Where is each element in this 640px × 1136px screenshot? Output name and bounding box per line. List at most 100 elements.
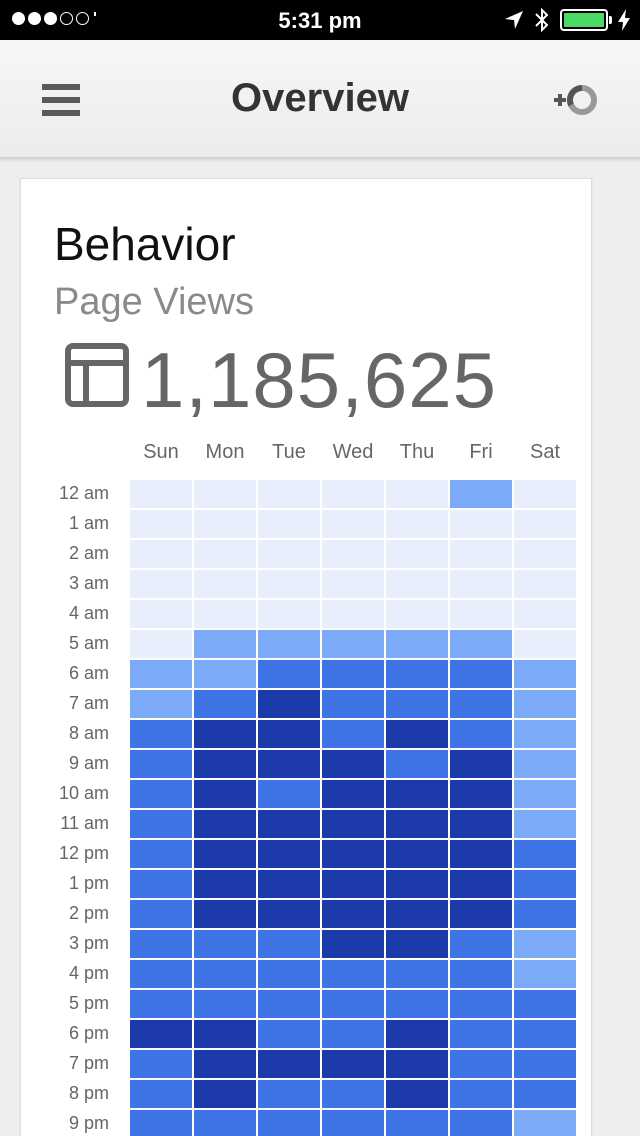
heatmap-cell-tue-10[interactable] — [258, 780, 320, 808]
hamburger-menu-icon[interactable] — [42, 84, 80, 116]
heatmap-cell-thu-6[interactable] — [386, 660, 448, 688]
heatmap-cell-thu-5[interactable] — [386, 630, 448, 658]
heatmap-cell-sat-8[interactable] — [514, 720, 576, 748]
heatmap-cell-sun-21[interactable] — [130, 1110, 192, 1136]
heatmap-cell-fri-4[interactable] — [450, 600, 512, 628]
heatmap-cell-sat-21[interactable] — [514, 1110, 576, 1136]
heatmap-cell-tue-19[interactable] — [258, 1050, 320, 1078]
heatmap-cell-tue-13[interactable] — [258, 870, 320, 898]
heatmap-cell-sat-12[interactable] — [514, 840, 576, 868]
heatmap-cell-fri-7[interactable] — [450, 690, 512, 718]
heatmap-cell-wed-8[interactable] — [322, 720, 384, 748]
heatmap-cell-thu-16[interactable] — [386, 960, 448, 988]
heatmap-cell-sat-3[interactable] — [514, 570, 576, 598]
heatmap-cell-sat-19[interactable] — [514, 1050, 576, 1078]
heatmap-cell-wed-16[interactable] — [322, 960, 384, 988]
heatmap-cell-sun-13[interactable] — [130, 870, 192, 898]
heatmap-cell-mon-1[interactable] — [194, 510, 256, 538]
heatmap-cell-wed-0[interactable] — [322, 480, 384, 508]
heatmap-cell-thu-17[interactable] — [386, 990, 448, 1018]
heatmap-cell-sat-5[interactable] — [514, 630, 576, 658]
heatmap-cell-sun-14[interactable] — [130, 900, 192, 928]
heatmap-cell-mon-0[interactable] — [194, 480, 256, 508]
heatmap-cell-wed-20[interactable] — [322, 1080, 384, 1108]
heatmap-cell-sat-13[interactable] — [514, 870, 576, 898]
heatmap-cell-wed-5[interactable] — [322, 630, 384, 658]
heatmap-cell-tue-20[interactable] — [258, 1080, 320, 1108]
heatmap-cell-sat-7[interactable] — [514, 690, 576, 718]
heatmap-cell-wed-7[interactable] — [322, 690, 384, 718]
heatmap-cell-mon-21[interactable] — [194, 1110, 256, 1136]
heatmap-cell-thu-4[interactable] — [386, 600, 448, 628]
heatmap-cell-sun-17[interactable] — [130, 990, 192, 1018]
heatmap-cell-sat-15[interactable] — [514, 930, 576, 958]
heatmap-cell-thu-21[interactable] — [386, 1110, 448, 1136]
heatmap-cell-tue-4[interactable] — [258, 600, 320, 628]
heatmap-cell-wed-17[interactable] — [322, 990, 384, 1018]
heatmap-cell-fri-16[interactable] — [450, 960, 512, 988]
heatmap-cell-sun-12[interactable] — [130, 840, 192, 868]
heatmap-cell-thu-1[interactable] — [386, 510, 448, 538]
heatmap-cell-fri-19[interactable] — [450, 1050, 512, 1078]
heatmap-cell-wed-2[interactable] — [322, 540, 384, 568]
heatmap-cell-sat-9[interactable] — [514, 750, 576, 778]
heatmap-cell-fri-20[interactable] — [450, 1080, 512, 1108]
heatmap-cell-mon-12[interactable] — [194, 840, 256, 868]
heatmap-cell-sun-4[interactable] — [130, 600, 192, 628]
heatmap-cell-sun-1[interactable] — [130, 510, 192, 538]
heatmap-cell-wed-1[interactable] — [322, 510, 384, 538]
heatmap-cell-thu-14[interactable] — [386, 900, 448, 928]
heatmap-cell-thu-10[interactable] — [386, 780, 448, 808]
heatmap-cell-fri-6[interactable] — [450, 660, 512, 688]
heatmap-cell-sat-0[interactable] — [514, 480, 576, 508]
heatmap-cell-mon-9[interactable] — [194, 750, 256, 778]
heatmap-cell-sat-16[interactable] — [514, 960, 576, 988]
heatmap-cell-fri-14[interactable] — [450, 900, 512, 928]
heatmap-cell-sat-17[interactable] — [514, 990, 576, 1018]
heatmap-cell-tue-16[interactable] — [258, 960, 320, 988]
heatmap-cell-sun-3[interactable] — [130, 570, 192, 598]
heatmap-cell-wed-21[interactable] — [322, 1110, 384, 1136]
heatmap-cell-tue-21[interactable] — [258, 1110, 320, 1136]
heatmap-cell-tue-7[interactable] — [258, 690, 320, 718]
heatmap-cell-sun-15[interactable] — [130, 930, 192, 958]
heatmap-cell-fri-21[interactable] — [450, 1110, 512, 1136]
heatmap-cell-tue-5[interactable] — [258, 630, 320, 658]
heatmap-cell-mon-19[interactable] — [194, 1050, 256, 1078]
heatmap-cell-wed-3[interactable] — [322, 570, 384, 598]
heatmap-cell-sat-10[interactable] — [514, 780, 576, 808]
heatmap-cell-wed-14[interactable] — [322, 900, 384, 928]
heatmap-cell-fri-1[interactable] — [450, 510, 512, 538]
heatmap-cell-mon-15[interactable] — [194, 930, 256, 958]
heatmap-cell-thu-9[interactable] — [386, 750, 448, 778]
heatmap-cell-tue-11[interactable] — [258, 810, 320, 838]
heatmap-cell-sat-11[interactable] — [514, 810, 576, 838]
heatmap-cell-wed-19[interactable] — [322, 1050, 384, 1078]
heatmap-cell-mon-16[interactable] — [194, 960, 256, 988]
heatmap-cell-mon-10[interactable] — [194, 780, 256, 808]
heatmap-cell-mon-4[interactable] — [194, 600, 256, 628]
heatmap-cell-thu-3[interactable] — [386, 570, 448, 598]
heatmap-cell-fri-11[interactable] — [450, 810, 512, 838]
heatmap-cell-sat-6[interactable] — [514, 660, 576, 688]
heatmap-cell-thu-20[interactable] — [386, 1080, 448, 1108]
heatmap-cell-thu-7[interactable] — [386, 690, 448, 718]
heatmap-cell-sat-18[interactable] — [514, 1020, 576, 1048]
heatmap-cell-fri-2[interactable] — [450, 540, 512, 568]
heatmap-cell-fri-13[interactable] — [450, 870, 512, 898]
heatmap-cell-fri-18[interactable] — [450, 1020, 512, 1048]
heatmap-cell-fri-10[interactable] — [450, 780, 512, 808]
heatmap-cell-sun-5[interactable] — [130, 630, 192, 658]
heatmap-cell-mon-11[interactable] — [194, 810, 256, 838]
heatmap-cell-thu-12[interactable] — [386, 840, 448, 868]
heatmap-cell-tue-1[interactable] — [258, 510, 320, 538]
heatmap-cell-mon-3[interactable] — [194, 570, 256, 598]
heatmap-cell-mon-14[interactable] — [194, 900, 256, 928]
heatmap-cell-fri-8[interactable] — [450, 720, 512, 748]
heatmap-cell-thu-0[interactable] — [386, 480, 448, 508]
heatmap-cell-fri-17[interactable] — [450, 990, 512, 1018]
add-segment-icon[interactable] — [552, 80, 600, 120]
heatmap-cell-tue-6[interactable] — [258, 660, 320, 688]
table-view-icon[interactable] — [65, 343, 129, 407]
heatmap-cell-sun-16[interactable] — [130, 960, 192, 988]
